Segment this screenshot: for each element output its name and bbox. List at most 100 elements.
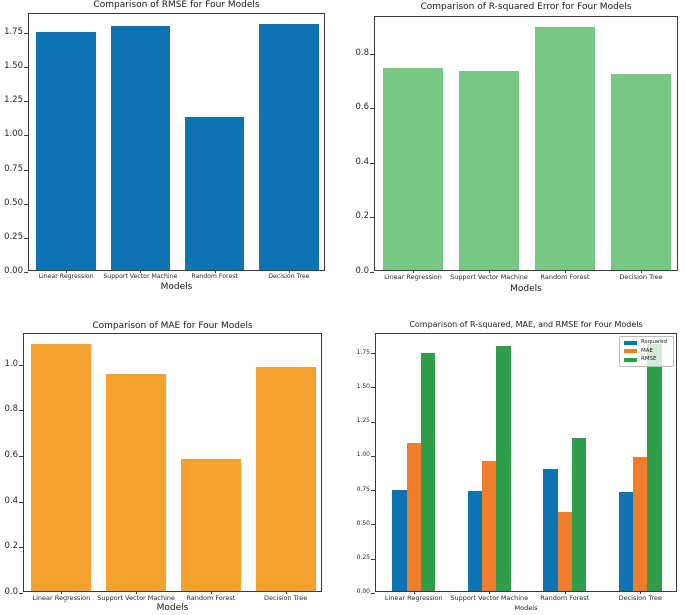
x-tick-mark — [288, 270, 290, 273]
x-tick-mark — [214, 270, 216, 273]
x-axis-tick-label: Support Vector Machine — [97, 594, 175, 602]
y-tick-mark — [370, 162, 374, 164]
x-axis-tick-label: Random Forest — [540, 594, 590, 602]
legend-swatch — [623, 340, 637, 345]
bar — [382, 68, 444, 270]
chart-title: Comparison of R-squared Error for Four M… — [420, 2, 632, 12]
x-axis-tick-label: Linear Regression — [384, 594, 443, 602]
y-axis-tick-label: 0.00 — [4, 265, 23, 276]
y-tick-mark — [24, 272, 28, 273]
y-axis-tick-label: 0.50 — [356, 519, 370, 527]
bar — [571, 437, 587, 591]
y-tick-mark — [371, 593, 375, 594]
y-axis-tick-label: 1.0 — [4, 358, 18, 369]
x-axis-label: Models — [510, 284, 542, 294]
y-tick-mark — [371, 421, 375, 423]
x-axis-tick-label: Random Forest — [191, 273, 238, 280]
bar — [633, 456, 648, 591]
bar — [420, 352, 436, 591]
y-tick-mark — [370, 53, 374, 55]
bar — [180, 458, 241, 591]
y-axis-tick-label: 0.00 — [356, 588, 370, 596]
x-tick-mark — [641, 270, 642, 273]
y-axis-tick-label: 0.8 — [355, 47, 369, 58]
y-axis-tick-label: 0.50 — [4, 197, 23, 208]
bar — [618, 492, 634, 591]
x-axis-tick-label: Decision Tree — [263, 594, 308, 602]
y-axis-tick-label: 0.25 — [4, 231, 23, 242]
y-axis-tick-label: 1.50 — [356, 382, 370, 390]
x-tick-mark — [140, 270, 142, 273]
y-axis-tick-label: 1.00 — [4, 129, 23, 140]
y-tick-mark — [370, 272, 374, 273]
x-axis-label: Models — [156, 603, 189, 613]
y-axis-tick-label: 0.75 — [4, 163, 23, 174]
plot-area: 0.0 0.2 0.4 0.6 0.8 Linear Regression Support … — [355, 16, 678, 280]
x-axis-tick-label: Support Vector Machine — [450, 273, 528, 281]
x-tick-mark — [413, 591, 415, 594]
bar — [610, 73, 672, 270]
y-axis-tick-label: 0.6 — [355, 102, 369, 113]
y-tick-mark — [24, 135, 28, 137]
legend-label: RMSE — [640, 356, 657, 362]
y-axis-tick-label: 1.00 — [356, 451, 370, 459]
bar — [482, 460, 497, 591]
x-axis-tick-label: Random Forest — [186, 594, 236, 602]
legend-label: Rsquared — [640, 339, 667, 345]
y-tick-mark — [19, 547, 23, 549]
x-axis-tick-label: Decision Tree — [619, 273, 663, 281]
y-axis-tick-label: 0.2 — [355, 211, 369, 222]
x-axis-tick-label: Support Vector Machine — [103, 273, 178, 280]
y-axis-tick-label: 0.25 — [356, 554, 370, 562]
bar — [31, 344, 92, 591]
y-axis-tick-label: 0.0 — [4, 586, 18, 597]
y-axis-tick-label: 0.6 — [4, 449, 18, 460]
plot-area: 0.00 0.25 0.50 0.75 1.00 1.25 1.50 1.75 Linear R… — [4, 13, 325, 280]
legend-entry: RMSE — [623, 356, 667, 363]
y-tick-mark — [24, 169, 28, 171]
x-tick-mark — [564, 591, 566, 594]
legend-entry: MAE — [623, 347, 667, 355]
legend-label: MAE — [640, 347, 653, 354]
bar — [255, 367, 316, 591]
y-tick-mark — [371, 558, 375, 560]
y-tick-mark — [371, 455, 375, 457]
chart-title: Comparison of RMSE for Four Models — [93, 0, 260, 10]
y-axis-tick-label: 0.0 — [355, 265, 369, 276]
bar — [106, 374, 167, 591]
chart-title: Comparison of R-squared, MAE, and RMSE f… — [409, 320, 643, 329]
y-tick-mark — [370, 217, 374, 219]
legend-swatch — [623, 357, 637, 362]
bar — [458, 70, 520, 270]
legend-swatch — [623, 349, 637, 354]
x-axis-tick-label: Linear Regression — [38, 273, 94, 280]
x-axis-label: Models — [514, 604, 538, 612]
bar — [534, 27, 596, 270]
bar — [110, 25, 171, 270]
y-tick-mark — [371, 387, 375, 389]
chart-title: Comparison of MAE for Four Models — [92, 321, 253, 331]
bar — [543, 469, 558, 591]
y-tick-mark — [371, 353, 375, 355]
y-tick-mark — [19, 593, 23, 594]
x-tick-mark — [489, 270, 490, 273]
y-axis-tick-label: 0.8 — [4, 404, 18, 415]
y-tick-mark — [24, 101, 28, 103]
x-tick-mark — [640, 591, 642, 594]
x-axis-tick-label: Decision Tree — [618, 594, 662, 602]
x-axis-tick-label: Support Vector Machine — [450, 594, 529, 602]
y-axis-tick-label: 1.50 — [4, 61, 23, 72]
x-tick-mark — [210, 591, 212, 594]
x-axis-label: Models — [160, 282, 193, 292]
bar — [406, 443, 421, 591]
y-tick-mark — [19, 364, 23, 366]
x-tick-mark — [136, 591, 138, 594]
bar — [496, 345, 511, 591]
y-axis-tick-label: 1.25 — [4, 95, 23, 106]
y-axis-tick-label: 0.4 — [355, 156, 369, 167]
bar — [467, 490, 483, 591]
